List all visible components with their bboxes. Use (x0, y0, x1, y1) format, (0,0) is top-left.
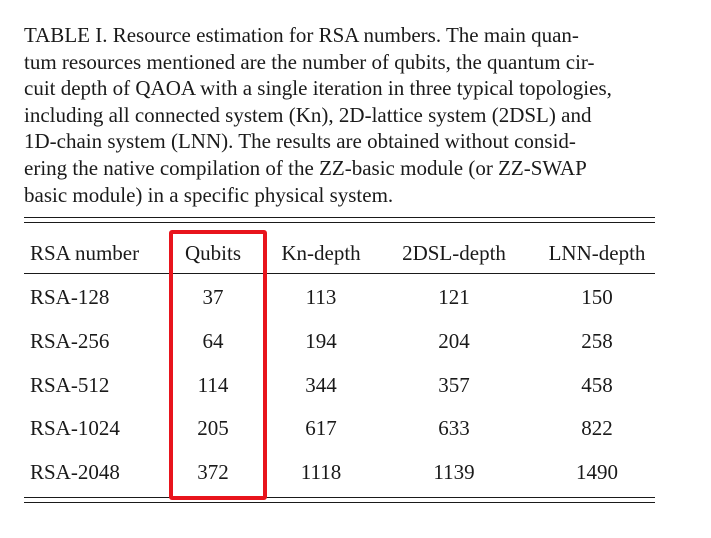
cell-qubits: 64 (202, 329, 224, 353)
cell-lnn-depth: 1490 (576, 460, 618, 484)
caption-line: TABLE I. Resource estimation for RSA num… (24, 23, 579, 47)
cell-qubits: 37 (202, 285, 224, 309)
cell-kn-depth: 617 (305, 416, 337, 440)
qubits-column-highlight (169, 230, 267, 500)
caption-line: ering the native compilation of the ZZ-b… (24, 155, 587, 180)
cell-2dsl-depth: 633 (438, 416, 470, 440)
cell-kn-depth: 1118 (300, 460, 342, 484)
cell-rsa-number: RSA-256 (30, 329, 110, 353)
header-kn-depth: Kn-depth (281, 241, 361, 265)
cell-lnn-depth: 150 (581, 285, 613, 309)
cell-2dsl-depth: 121 (438, 285, 470, 309)
caption-line: basic module) in a specific physical sys… (24, 182, 394, 207)
cell-2dsl-depth: 1139 (433, 460, 475, 484)
cell-qubits: 372 (197, 460, 229, 484)
cell-kn-depth: 113 (305, 285, 337, 309)
header-qubits: Qubits (184, 241, 242, 265)
cell-rsa-number: RSA-128 (30, 285, 110, 309)
cell-lnn-depth: 822 (581, 416, 613, 440)
table-caption: TABLE I. Resource estimation for RSA num… (24, 22, 660, 208)
caption-line: 1D-chain system (LNN). The results are o… (24, 129, 576, 154)
cell-rsa-number: RSA-2048 (30, 460, 120, 484)
caption-line: cuit depth of QAOA with a single iterati… (24, 76, 612, 101)
cell-kn-depth: 194 (305, 329, 337, 353)
cell-qubits: 205 (197, 416, 229, 440)
cell-lnn-depth: 458 (581, 373, 613, 397)
header-rule (24, 273, 655, 274)
cell-kn-depth: 344 (305, 373, 337, 397)
top-rule (24, 222, 655, 223)
caption-line: including all connected system (Kn), 2D-… (24, 102, 592, 127)
cell-2dsl-depth: 204 (438, 329, 470, 353)
cell-lnn-depth: 258 (581, 329, 613, 353)
cell-rsa-number: RSA-512 (30, 373, 110, 397)
caption-line: tum resources mentioned are the number o… (24, 49, 595, 74)
header-lnn-depth: LNN-depth (548, 241, 646, 265)
header-rsa-number: RSA number (30, 241, 140, 265)
cell-qubits: 114 (197, 373, 229, 397)
bottom-rule (24, 502, 655, 503)
top-rule (24, 217, 655, 218)
cell-rsa-number: RSA-1024 (30, 416, 120, 440)
cell-2dsl-depth: 357 (438, 373, 470, 397)
header-2dsl-depth: 2DSL-depth (402, 241, 506, 265)
bottom-rule (24, 497, 655, 498)
